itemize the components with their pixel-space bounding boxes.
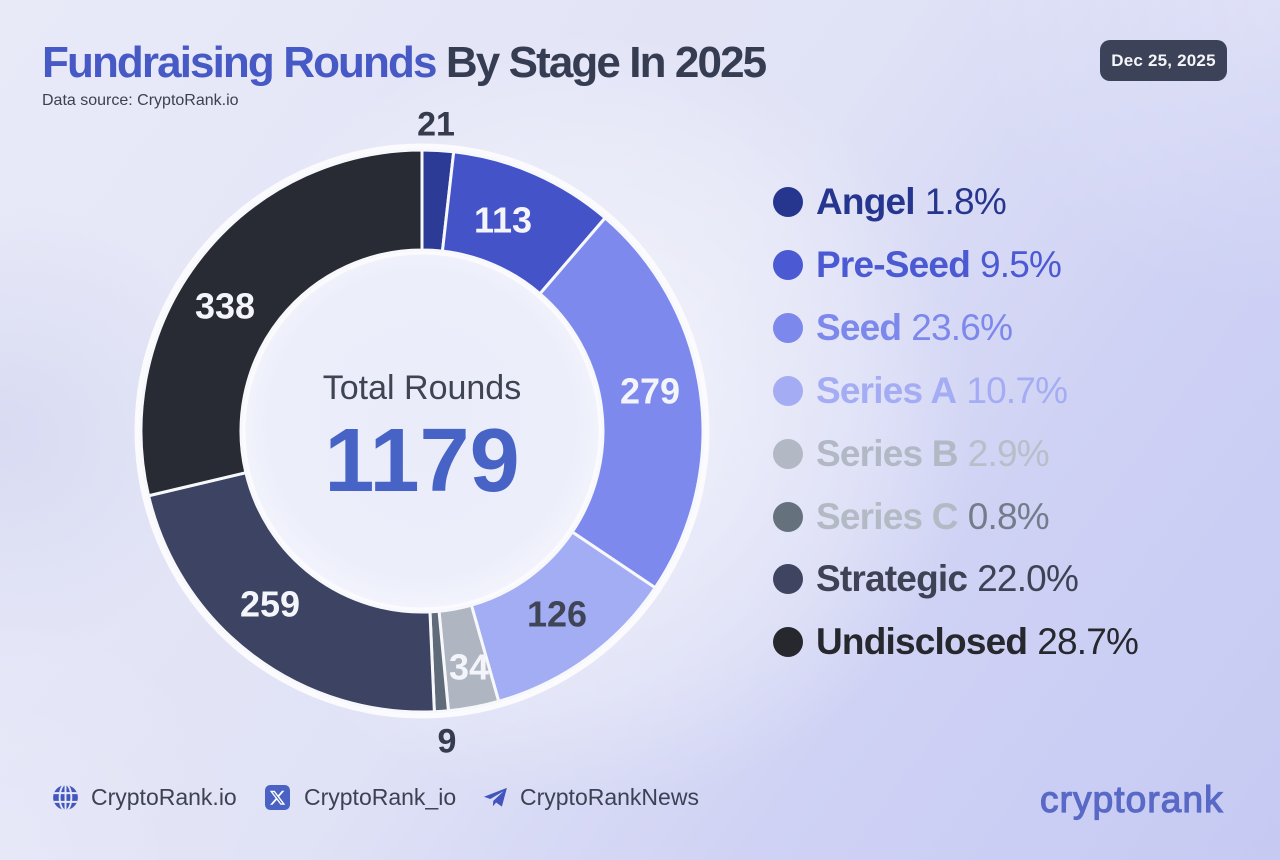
svg-text:113: 113 [474, 200, 532, 241]
svg-text:1179: 1179 [324, 411, 519, 511]
svg-text:338: 338 [195, 286, 255, 327]
svg-text:Total Rounds: Total Rounds [323, 369, 521, 407]
svg-text:34: 34 [449, 647, 489, 688]
svg-text:279: 279 [620, 371, 680, 412]
svg-text:126: 126 [527, 594, 587, 635]
svg-text:259: 259 [240, 584, 300, 625]
